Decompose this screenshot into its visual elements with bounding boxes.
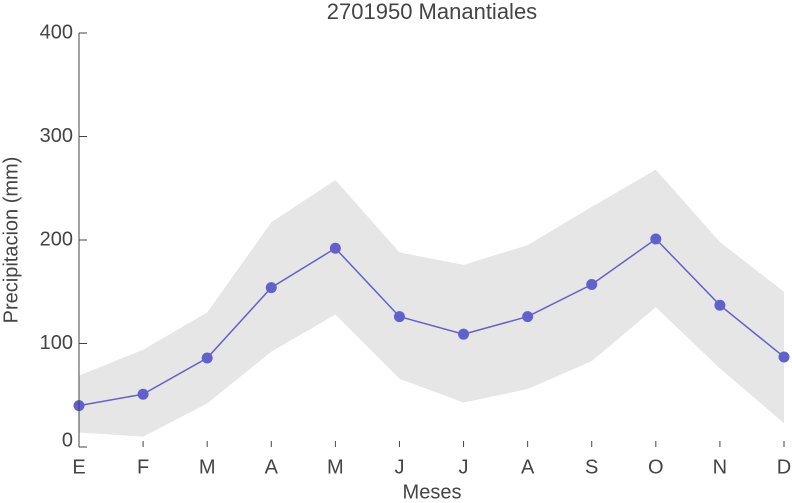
y-tick-label: 400 [40,21,73,43]
x-tick-label: M [327,456,344,478]
y-tick-label: 300 [40,125,73,147]
data-point [137,388,149,400]
data-line [78,237,785,407]
x-tick-label: A [521,456,535,478]
data-point [265,282,277,294]
y-tick-label: 0 [62,429,73,451]
y-tick-label: 200 [40,228,73,250]
x-axis-label: Meses [403,481,462,503]
x-tick-label: D [777,456,791,478]
data-point [586,279,598,291]
data-point [650,233,662,245]
x-tick-label: J [394,456,404,478]
y-tick-label: 100 [40,332,73,354]
x-tick-label: M [199,456,216,478]
data-point [778,351,790,363]
data-point [201,352,213,364]
data-point [329,242,341,254]
data-point [522,311,534,323]
data-point [393,311,405,323]
x-tick-label: F [137,456,149,478]
x-tick-label: J [459,456,469,478]
x-tick-label: S [585,456,598,478]
data-point [714,299,726,311]
y-axis-label: Precipitacion (mm) [0,157,22,324]
chart-title: 2701950 Manantiales [327,0,537,24]
x-tick-label: N [713,456,727,478]
x-tick-label: O [648,456,664,478]
range-band [79,169,784,437]
x-tick-label: E [72,456,85,478]
x-tick-label: A [265,456,279,478]
data-point [458,328,470,340]
